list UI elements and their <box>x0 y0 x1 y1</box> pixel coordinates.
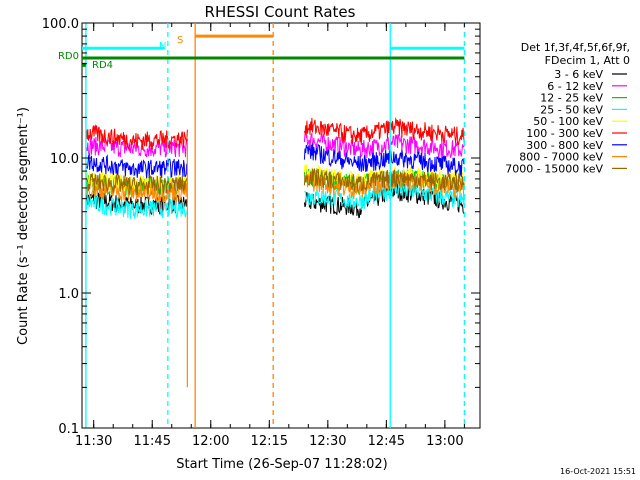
x-axis-label: Start Time (26-Sep-07 11:28:02) <box>176 457 387 472</box>
trace-7000-15000-kev-seg-1 <box>303 168 465 193</box>
trace-6-12-kev-seg-1 <box>303 130 465 159</box>
intervals-layer: NS RD0 RD4 <box>58 34 465 71</box>
interval-rd4-label: RD4 <box>92 60 113 71</box>
trace-100-300-kev-seg-1 <box>303 117 465 146</box>
legend-label-7000-15000-kev: 7000 - 15000 keV <box>505 162 603 175</box>
legend-label-800-7000-kev: 800 - 7000 keV <box>519 151 603 164</box>
legend-label-12-25-kev: 12 - 25 keV <box>540 92 603 105</box>
x-tick-label: 12:30 <box>309 434 346 449</box>
trace-50-100-kev-seg-0 <box>85 171 188 194</box>
timestamp: 16-Oct-2021 15:51 <box>560 467 636 476</box>
x-tick-label: 13:00 <box>426 434 463 449</box>
y-tick-label: 10.0 <box>50 152 79 167</box>
trace-300-800-kev-seg-1 <box>303 143 465 177</box>
y-tick-label: 100.0 <box>42 17 79 32</box>
interval-n-label: N <box>159 41 166 52</box>
trace-100-300-kev-seg-0 <box>85 124 188 151</box>
legend-label-25-50-kev: 25 - 50 keV <box>540 103 603 116</box>
axes-layer: 11:30 11:45 12:00 12:15 12:30 12:45 13:00 0.1 1.… <box>42 17 480 449</box>
markers-layer <box>85 23 466 428</box>
y-axis-label: Count Rate (s⁻¹ detector segment⁻¹) <box>16 107 31 345</box>
legend-header-line-1: Det 1f,3f,4f,5f,6f,9f, <box>521 41 630 54</box>
plot-frame <box>81 22 481 429</box>
y-tick-label: 0.1 <box>58 422 79 437</box>
traces-layer <box>85 117 465 388</box>
x-tick-label: 12:00 <box>192 434 229 449</box>
legend-label-300-800-kev: 300 - 800 keV <box>526 139 603 152</box>
legend-label-3-6-kev: 3 - 6 keV <box>554 68 603 81</box>
x-tick-label: 11:30 <box>75 434 112 449</box>
legend-label-6-12-kev: 6 - 12 keV <box>547 80 603 93</box>
x-tick-label: 11:45 <box>134 434 171 449</box>
trace-7000-15000-kev-seg-0 <box>85 173 188 196</box>
x-tick-label: 12:45 <box>368 434 405 449</box>
legend-label-50-100-kev: 50 - 100 keV <box>533 115 603 128</box>
y-tick-label: 1.0 <box>58 287 79 302</box>
interval-s-label: S <box>177 35 183 46</box>
trace-300-800-kev-seg-0 <box>85 154 188 179</box>
legend-label-100-300-kev: 100 - 300 keV <box>526 127 603 140</box>
interval-rd0-label: RD0 <box>58 51 79 62</box>
chart-title: RHESSI Count Rates <box>205 3 356 21</box>
x-tick-label: 12:15 <box>251 434 288 449</box>
legend-header-line-2: FDecim 1, Att 0 <box>545 54 630 67</box>
